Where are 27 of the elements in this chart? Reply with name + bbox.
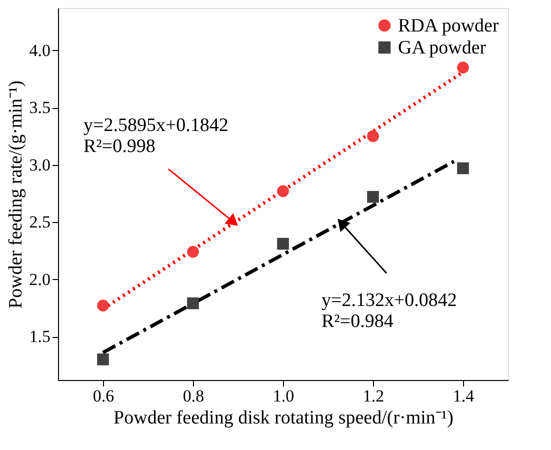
y-tick-label: 1.5 — [29, 327, 50, 346]
y-tick-label: 3.0 — [29, 155, 50, 174]
point — [367, 130, 379, 142]
annotation: y=2.132x+0.0842 R²=0.984 — [322, 290, 457, 332]
y-tick-label: 2.5 — [29, 212, 50, 232]
x-tick-label: 1.0 — [272, 386, 294, 406]
x-tick-label: 1.4 — [452, 386, 475, 406]
point — [97, 353, 109, 366]
point — [277, 238, 289, 250]
point — [97, 300, 109, 312]
legend-label: RDA powder — [398, 16, 500, 36]
point — [457, 62, 469, 74]
y-axis-title: Powder feeding rate/(g·min⁻¹) — [5, 80, 26, 309]
point — [187, 297, 199, 310]
point — [277, 185, 289, 198]
x-tick-label: 0.6 — [92, 386, 114, 406]
y-tick-label: 3.5 — [29, 98, 50, 118]
annotation: y=2.5895x+0.1842 R²=0.998 — [84, 115, 228, 158]
y-tick-label: 2.0 — [29, 270, 50, 289]
legend-label: GA powder — [398, 38, 487, 58]
x-tick-label: 0.8 — [182, 386, 204, 406]
y-tick-label: 4.0 — [29, 40, 50, 60]
x-tick-label: 1.2 — [362, 386, 384, 406]
point — [187, 246, 199, 258]
x-axis-title: Powder feeding disk rotating speed/(r·min⁻¹) — [114, 408, 454, 428]
point — [367, 190, 379, 203]
point — [457, 162, 469, 174]
